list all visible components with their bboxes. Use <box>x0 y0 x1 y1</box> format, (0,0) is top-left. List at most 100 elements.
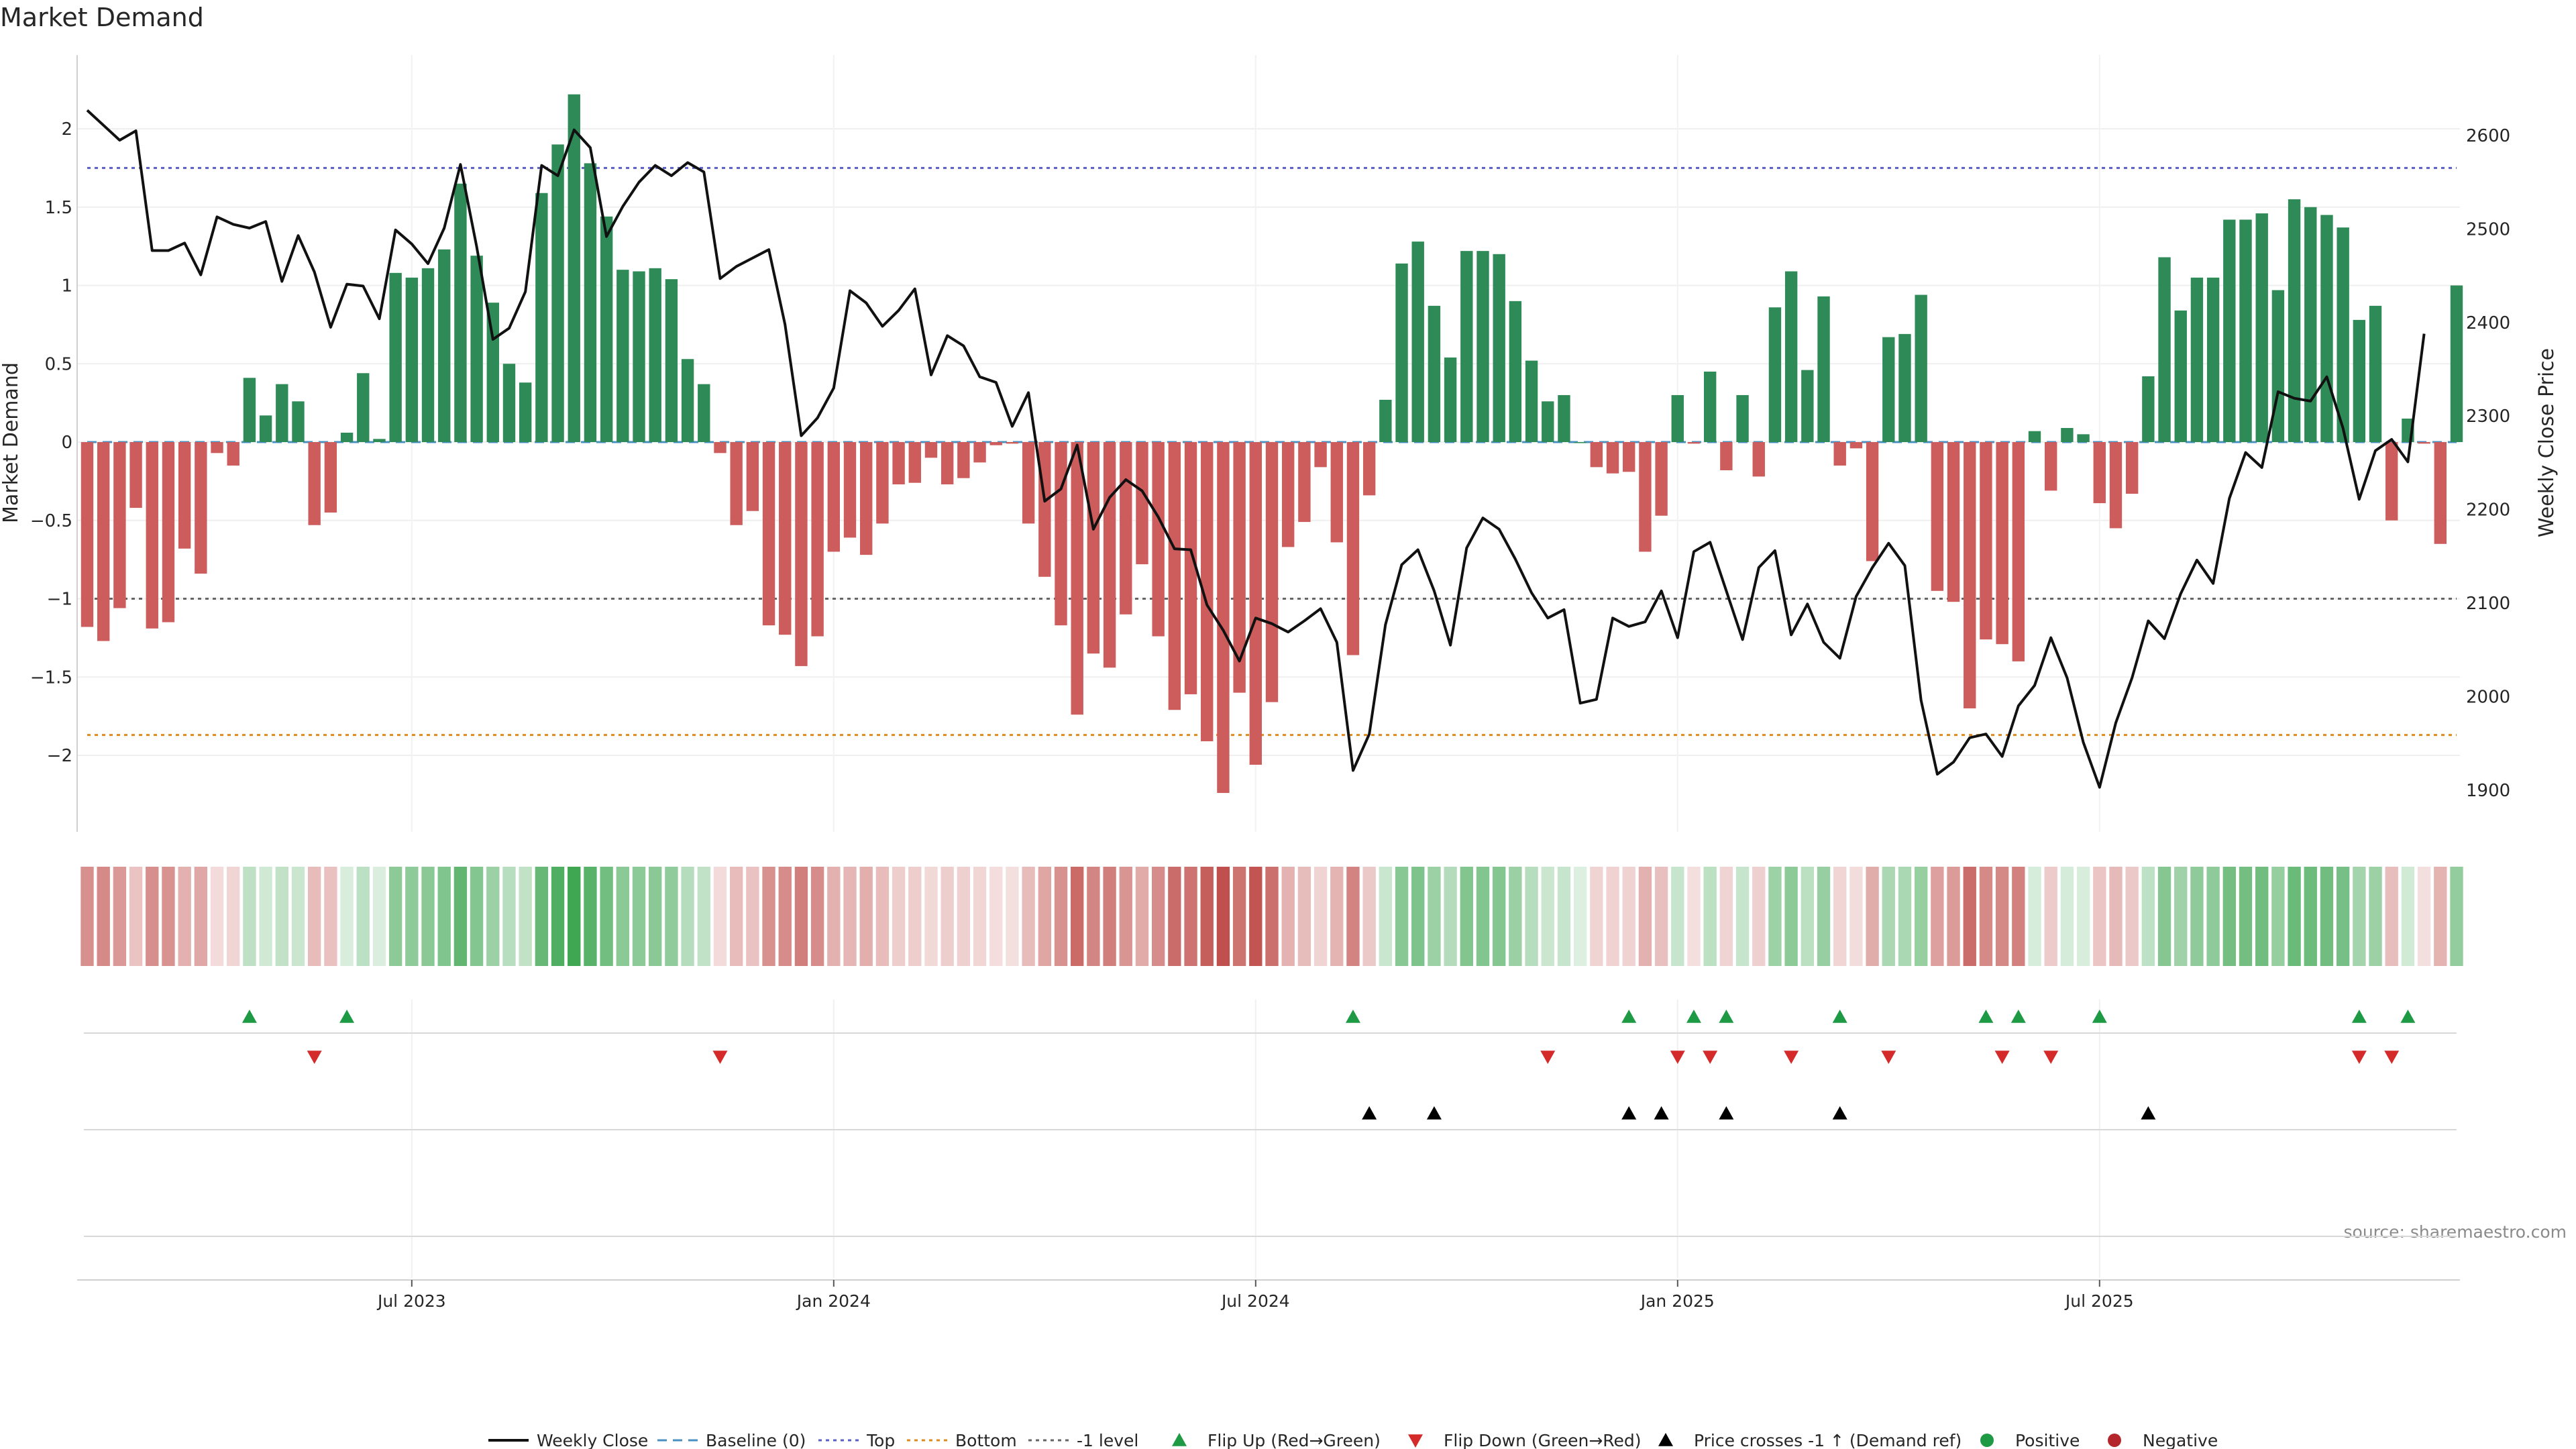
y-tick-label: −1 <box>47 590 72 610</box>
flip-up-marker <box>1621 1010 1637 1023</box>
demand-bar <box>1428 305 1441 442</box>
demand-bar <box>1574 442 1587 443</box>
heat-cell <box>421 867 435 966</box>
demand-bar <box>616 270 629 442</box>
demand-bar <box>2385 442 2398 521</box>
demand-bar <box>1980 442 1992 640</box>
demand-bar <box>438 249 451 442</box>
heat-cell <box>584 867 597 966</box>
demand-bar <box>1103 442 1116 668</box>
heat-cell <box>1038 867 1051 966</box>
heat-cell <box>502 867 516 966</box>
heat-cell <box>519 867 532 966</box>
demand-bar <box>1849 442 1863 449</box>
source-credit: source: sharemaestro.com <box>2343 1222 2567 1242</box>
heat-cell <box>2417 867 2431 966</box>
legend-swatch-circle <box>1980 1434 1994 1447</box>
demand-bar <box>1444 357 1457 442</box>
y2-tick-label: 2500 <box>2466 219 2510 239</box>
y-axis-right: 2600 2500 2400 2300 2200 2100 2000 1900 Weekly C… <box>2466 126 2559 801</box>
demand-bar <box>860 442 873 555</box>
demand-bar <box>1752 442 1765 477</box>
heat-cell <box>129 867 143 966</box>
heat-cell <box>649 867 662 966</box>
heat-cell <box>2076 867 2090 966</box>
heat-cell <box>308 867 321 966</box>
heat-cell <box>1525 867 1538 966</box>
demand-bar <box>633 271 645 442</box>
demand-bar <box>1071 442 1083 715</box>
demand-bar <box>876 442 889 524</box>
demand-bar <box>1395 263 1408 442</box>
demand-bar <box>973 442 986 463</box>
demand-bar <box>502 364 516 442</box>
demand-bar <box>1703 371 1717 442</box>
heat-cell <box>1671 867 1684 966</box>
heat-cell <box>924 867 938 966</box>
demand-bar <box>1265 442 1279 702</box>
heat-cell <box>1947 867 1960 966</box>
demand-bar <box>2271 290 2285 442</box>
flip-down-marker <box>1670 1051 1685 1064</box>
demand-bar <box>1055 442 1067 626</box>
demand-bar <box>1184 442 1197 694</box>
demand-bars <box>80 94 2463 794</box>
demand-bar <box>178 442 191 549</box>
demand-bar <box>486 303 499 442</box>
price-cross-marker <box>1719 1106 1734 1120</box>
demand-bar <box>1882 337 1895 442</box>
heat-cell <box>778 867 792 966</box>
demand-bar <box>2109 442 2123 529</box>
heat-cell <box>1735 867 1750 966</box>
demand-bar <box>2093 442 2106 504</box>
demand-bar <box>1687 442 1701 444</box>
heat-cell <box>1573 867 1587 966</box>
demand-bar <box>2158 257 2171 442</box>
price-cross-marker <box>1621 1106 1637 1120</box>
demand-bar <box>2174 310 2187 442</box>
flip-up-marker <box>1832 1010 1847 1023</box>
heat-cell <box>892 867 906 966</box>
demand-bar <box>2190 277 2204 442</box>
demand-bar <box>519 382 532 442</box>
demand-bar <box>276 384 288 442</box>
heat-cell <box>2434 867 2447 966</box>
demand-bar <box>227 442 239 466</box>
y-tick-label: −1.5 <box>30 667 72 688</box>
heat-cell <box>535 867 549 966</box>
demand-bar <box>470 256 483 442</box>
heat-cell <box>859 867 873 966</box>
flip-up-marker <box>2092 1010 2107 1023</box>
heat-cell <box>1687 867 1701 966</box>
flip-down-marker <box>2384 1051 2400 1064</box>
heat-cell <box>2255 867 2269 966</box>
demand-bar <box>113 442 126 608</box>
heat-cell <box>1444 867 1457 966</box>
demand-bar <box>405 277 419 442</box>
demand-bar <box>1168 442 1181 710</box>
heat-cell <box>2222 867 2236 966</box>
heat-cell <box>1265 867 1279 966</box>
heat-cell <box>291 867 305 966</box>
demand-bar <box>1249 442 1263 765</box>
heat-cell <box>388 867 402 966</box>
demand-bar <box>1558 394 1570 442</box>
demand-bar <box>1996 442 2008 645</box>
flip-down-marker <box>307 1051 322 1064</box>
heat-cell <box>551 867 565 966</box>
heat-cell <box>1379 867 1393 966</box>
demand-bar <box>1038 442 1051 577</box>
demand-bar <box>1346 442 1360 655</box>
heat-cell <box>1006 867 1019 966</box>
heat-cell <box>1849 867 1863 966</box>
flip-down-marker <box>1784 1051 1799 1064</box>
heat-cell <box>1768 867 1782 966</box>
demand-bar <box>551 144 564 442</box>
legend-label: Top <box>866 1431 895 1449</box>
demand-heat-strip <box>80 867 2463 966</box>
heat-cell <box>1168 867 1181 966</box>
heat-cell <box>275 867 288 966</box>
heat-cell <box>843 867 857 966</box>
y-axis-label: Market Demand <box>0 362 23 523</box>
heat-cell <box>2353 867 2366 966</box>
